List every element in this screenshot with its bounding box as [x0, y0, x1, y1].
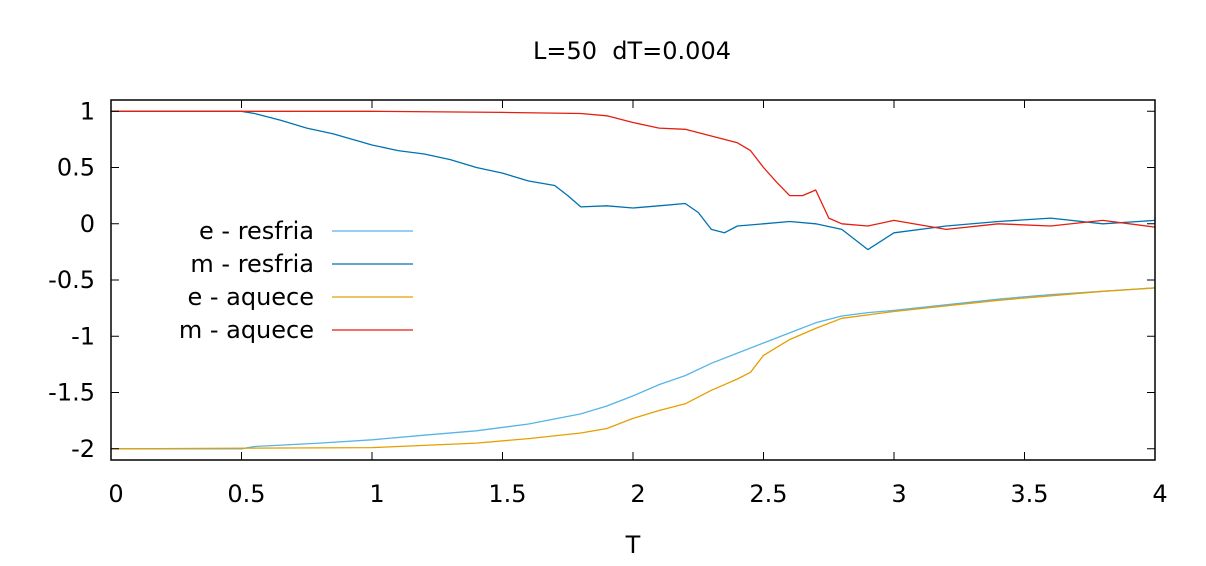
x-tick-label: 1 — [369, 480, 384, 508]
y-tick-label: -0.5 — [48, 266, 95, 294]
y-tick-label: -1.5 — [48, 379, 95, 407]
y-tick-label: 0 — [80, 210, 95, 238]
x-tick-label: 1.5 — [488, 480, 526, 508]
y-tick-label: 1 — [80, 97, 95, 125]
plot-frame — [110, 99, 1156, 461]
x-tick-label: 3 — [891, 480, 906, 508]
legend-label: m - aquece — [179, 316, 314, 344]
x-tick-label: 2 — [630, 480, 645, 508]
legend: e - resfria m - resfria e - aquece m - aque… — [179, 217, 413, 344]
x-tick-label: 2.5 — [749, 480, 787, 508]
x-axis-label: T — [625, 531, 641, 559]
legend-label: m - resfria — [190, 250, 314, 278]
x-tick-label: 0.5 — [227, 480, 265, 508]
plot-lines — [110, 110, 1156, 450]
series-line-m-aquece — [111, 110, 1156, 231]
x-tick-label: 0 — [108, 480, 123, 508]
y-axis: 1 0.5 0 -0.5 -1 -1.5 -2 — [48, 97, 1155, 463]
series-line-m-resfria — [111, 110, 1156, 251]
legend-label: e - resfria — [199, 217, 314, 245]
y-tick-label: -2 — [71, 435, 95, 463]
x-axis: 0 0.5 1 1.5 2 2.5 3 3.5 4 — [108, 100, 1168, 508]
series-line-e-aquece — [110, 287, 1156, 450]
series-line-e-resfria — [111, 287, 1156, 450]
x-tick-label: 3.5 — [1010, 480, 1048, 508]
chart-title: L=50 dT=0.004 — [533, 37, 731, 65]
y-tick-label: -1 — [71, 322, 95, 350]
y-tick-label: 0.5 — [57, 154, 95, 182]
legend-label: e - aquece — [187, 283, 314, 311]
x-tick-label: 4 — [1152, 480, 1167, 508]
